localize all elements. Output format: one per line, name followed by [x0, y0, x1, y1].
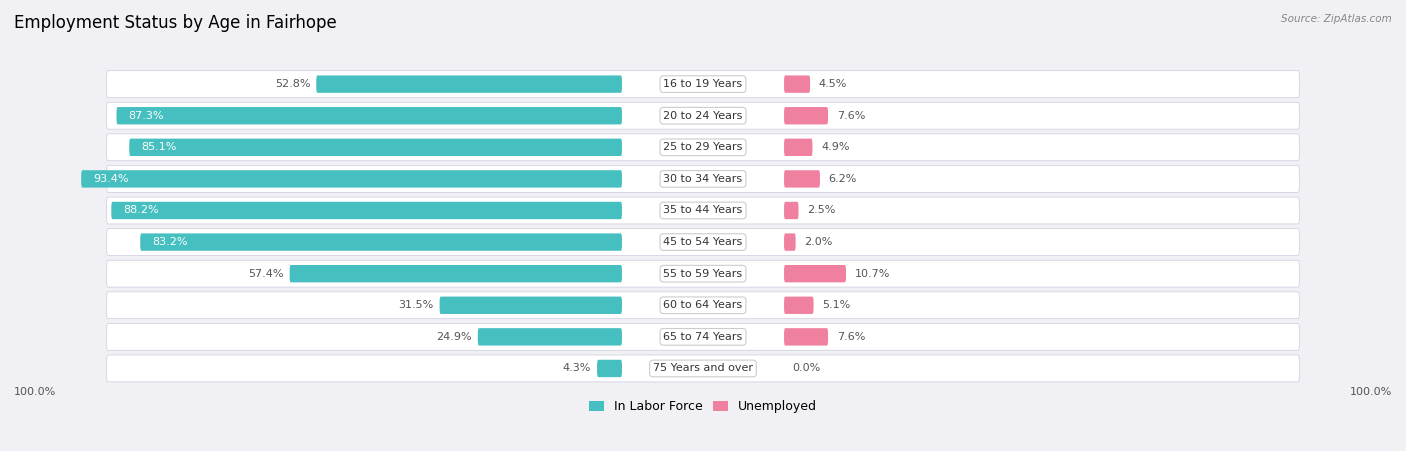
FancyBboxPatch shape — [129, 138, 621, 156]
FancyBboxPatch shape — [107, 102, 1299, 129]
Text: 20 to 24 Years: 20 to 24 Years — [664, 111, 742, 121]
Text: 30 to 34 Years: 30 to 34 Years — [664, 174, 742, 184]
Text: Source: ZipAtlas.com: Source: ZipAtlas.com — [1281, 14, 1392, 23]
Text: 16 to 19 Years: 16 to 19 Years — [664, 79, 742, 89]
Text: 2.0%: 2.0% — [804, 237, 832, 247]
Text: 65 to 74 Years: 65 to 74 Years — [664, 332, 742, 342]
FancyBboxPatch shape — [785, 265, 846, 282]
Text: 87.3%: 87.3% — [128, 111, 163, 121]
FancyBboxPatch shape — [785, 75, 810, 93]
FancyBboxPatch shape — [107, 166, 1299, 192]
Text: 57.4%: 57.4% — [249, 269, 284, 279]
Text: 52.8%: 52.8% — [276, 79, 311, 89]
Text: 100.0%: 100.0% — [1350, 387, 1392, 397]
Text: 7.6%: 7.6% — [837, 332, 865, 342]
FancyBboxPatch shape — [107, 71, 1299, 97]
Text: 10.7%: 10.7% — [855, 269, 890, 279]
FancyBboxPatch shape — [316, 75, 621, 93]
Text: 6.2%: 6.2% — [828, 174, 858, 184]
Text: 4.9%: 4.9% — [821, 143, 849, 152]
FancyBboxPatch shape — [141, 234, 621, 251]
FancyBboxPatch shape — [785, 297, 814, 314]
FancyBboxPatch shape — [440, 297, 621, 314]
Text: 85.1%: 85.1% — [141, 143, 176, 152]
Text: 75 Years and over: 75 Years and over — [652, 364, 754, 373]
FancyBboxPatch shape — [785, 328, 828, 345]
FancyBboxPatch shape — [785, 107, 828, 124]
Text: 83.2%: 83.2% — [152, 237, 187, 247]
Legend: In Labor Force, Unemployed: In Labor Force, Unemployed — [583, 395, 823, 418]
Text: 4.3%: 4.3% — [562, 364, 592, 373]
FancyBboxPatch shape — [107, 323, 1299, 350]
FancyBboxPatch shape — [107, 355, 1299, 382]
FancyBboxPatch shape — [107, 197, 1299, 224]
Text: 2.5%: 2.5% — [807, 206, 835, 216]
Text: 0.0%: 0.0% — [793, 364, 821, 373]
FancyBboxPatch shape — [107, 260, 1299, 287]
FancyBboxPatch shape — [785, 170, 820, 188]
FancyBboxPatch shape — [290, 265, 621, 282]
FancyBboxPatch shape — [785, 202, 799, 219]
FancyBboxPatch shape — [107, 229, 1299, 256]
Text: 7.6%: 7.6% — [837, 111, 865, 121]
Text: 93.4%: 93.4% — [93, 174, 128, 184]
Text: 55 to 59 Years: 55 to 59 Years — [664, 269, 742, 279]
Text: 45 to 54 Years: 45 to 54 Years — [664, 237, 742, 247]
FancyBboxPatch shape — [785, 234, 796, 251]
Text: 88.2%: 88.2% — [122, 206, 159, 216]
FancyBboxPatch shape — [478, 328, 621, 345]
Text: Employment Status by Age in Fairhope: Employment Status by Age in Fairhope — [14, 14, 337, 32]
Text: 35 to 44 Years: 35 to 44 Years — [664, 206, 742, 216]
Text: 100.0%: 100.0% — [14, 387, 56, 397]
Text: 24.9%: 24.9% — [436, 332, 472, 342]
FancyBboxPatch shape — [111, 202, 621, 219]
FancyBboxPatch shape — [598, 360, 621, 377]
Text: 25 to 29 Years: 25 to 29 Years — [664, 143, 742, 152]
Text: 31.5%: 31.5% — [398, 300, 434, 310]
FancyBboxPatch shape — [117, 107, 621, 124]
Text: 60 to 64 Years: 60 to 64 Years — [664, 300, 742, 310]
FancyBboxPatch shape — [785, 138, 813, 156]
Text: 4.5%: 4.5% — [818, 79, 848, 89]
Text: 5.1%: 5.1% — [823, 300, 851, 310]
FancyBboxPatch shape — [107, 292, 1299, 319]
FancyBboxPatch shape — [82, 170, 621, 188]
FancyBboxPatch shape — [107, 134, 1299, 161]
